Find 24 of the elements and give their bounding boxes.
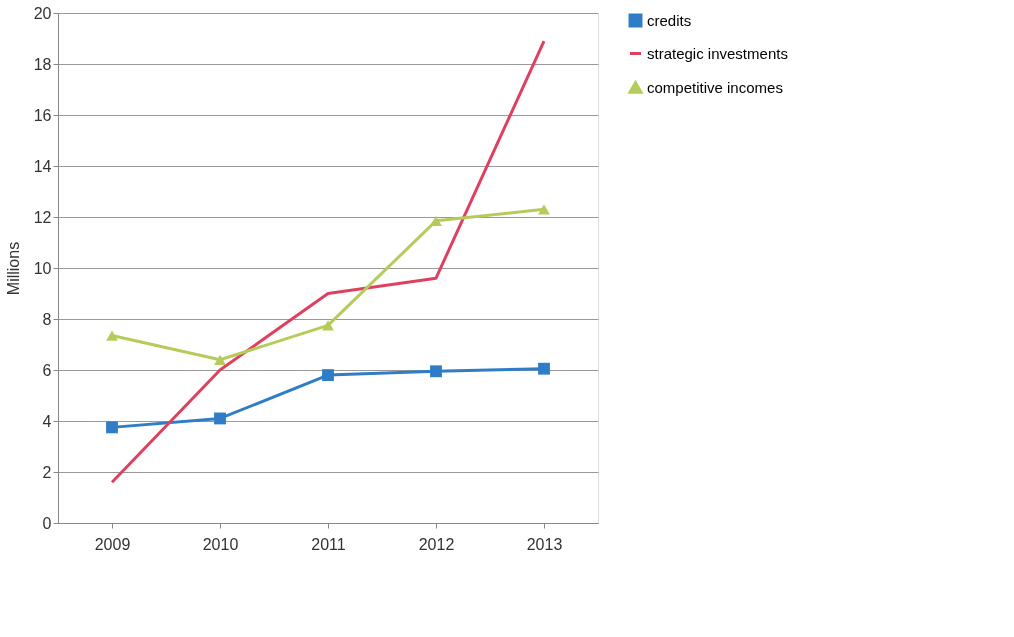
- point: [322, 369, 334, 382]
- legend-label: competitive incomes: [647, 78, 783, 96]
- y-tick-label: 20: [33, 4, 52, 22]
- x-tick-label: 2011: [311, 535, 346, 553]
- x-tick-label: 2010: [202, 535, 239, 553]
- point: [538, 362, 550, 375]
- y-tick-label: 14: [33, 157, 52, 175]
- y-tick-label: 2: [42, 463, 52, 481]
- point: [430, 365, 442, 378]
- x-tick-label: 2009: [94, 535, 131, 553]
- y-tick-label: 8: [42, 310, 52, 328]
- x-tick-label: 2012: [418, 535, 455, 553]
- y-tick-label: 4: [42, 412, 52, 430]
- legend-label: strategic investments: [647, 44, 788, 62]
- y-axis-title: Millions: [4, 241, 22, 296]
- line-series: [110, 39, 546, 484]
- y-tick-label: 0: [42, 514, 52, 532]
- y-tick-label: 6: [42, 361, 52, 379]
- y-tick-label: 18: [33, 55, 52, 73]
- y-tick-label: 16: [33, 106, 52, 124]
- y-tick-label: 12: [33, 208, 52, 226]
- legend-label: credits: [647, 11, 692, 29]
- y-tick-label: 10: [33, 259, 52, 277]
- x-tick-label: 2013: [526, 535, 563, 553]
